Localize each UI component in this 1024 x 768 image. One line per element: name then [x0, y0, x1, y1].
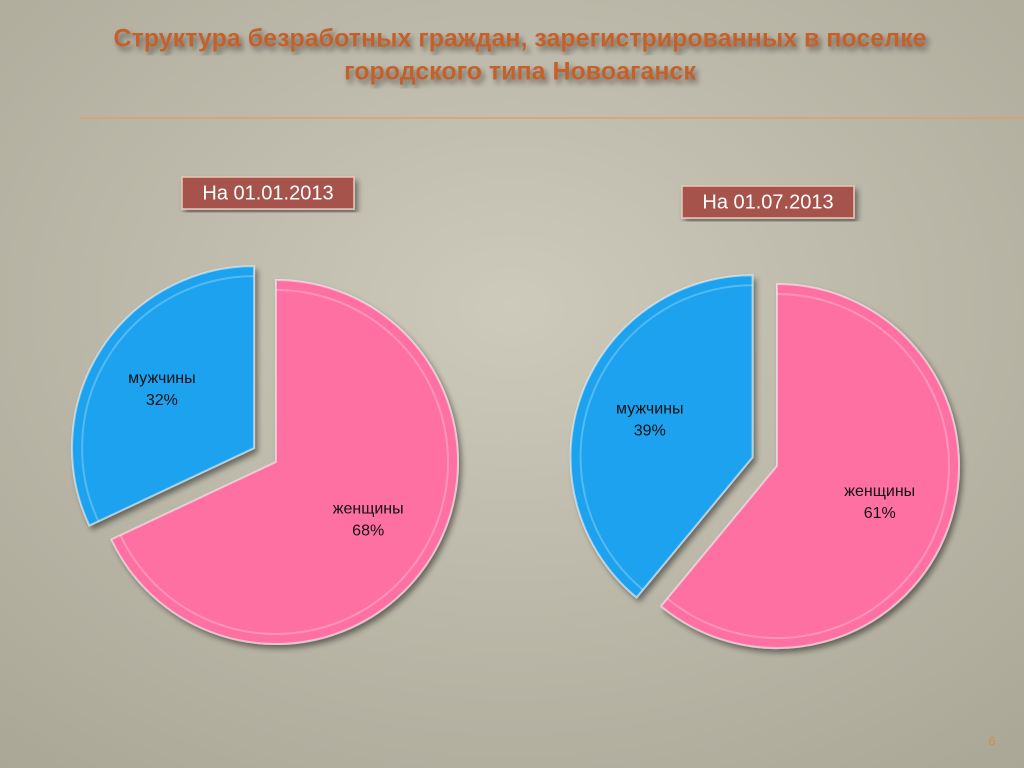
slice-bevel: [81, 275, 255, 522]
slice-category: женщины: [333, 501, 404, 518]
slide-title: городского типа Новоаганск: [344, 58, 696, 86]
pie-title: На 01.01.2013: [202, 182, 333, 204]
pie-slice: [569, 274, 754, 599]
slide-number: 6: [988, 733, 995, 748]
pie-slice: [659, 282, 960, 649]
slice-category: мужчины: [128, 370, 196, 387]
slice-bevel: [579, 284, 753, 591]
pie-slice: [71, 265, 256, 527]
pie-slice: [109, 278, 459, 645]
pie-title-bg: [681, 185, 855, 219]
pie-title-box: На 01.07.2013: [681, 185, 855, 219]
slice-bevel: [666, 293, 950, 639]
slice-value: 61%: [864, 505, 896, 522]
pie-title-box: На 01.01.2013: [181, 176, 355, 210]
pie-title: На 01.07.2013: [702, 191, 833, 213]
slide-title: Структура безработных граждан, зарегистр…: [114, 25, 927, 53]
slice-value: 32%: [146, 392, 178, 409]
slice-bevel: [119, 289, 449, 635]
pie-title-bg: [181, 176, 355, 210]
slice-value: 39%: [634, 422, 666, 439]
slice-value: 68%: [352, 523, 384, 540]
slice-category: мужчины: [616, 400, 684, 417]
slice-category: женщины: [844, 483, 915, 500]
